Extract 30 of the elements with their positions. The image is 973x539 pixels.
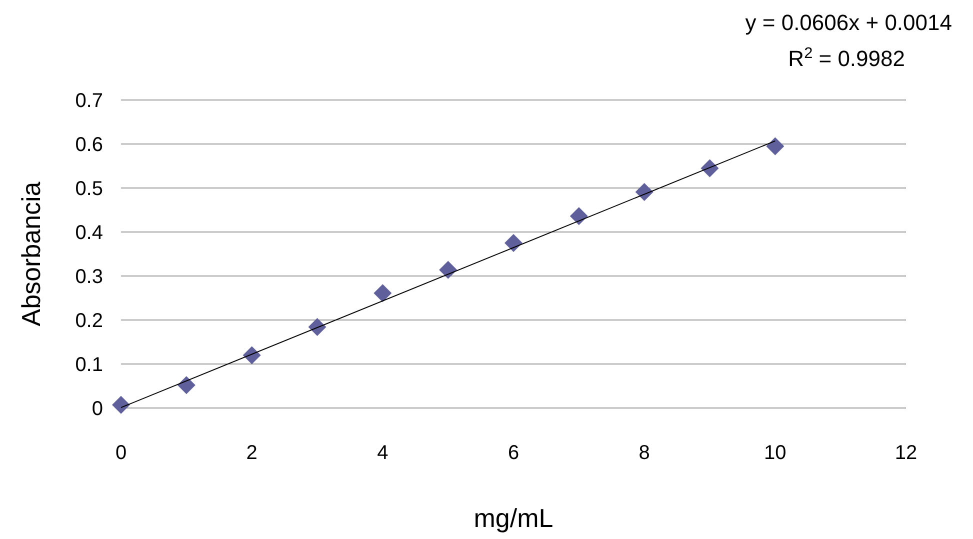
point — [570, 207, 588, 226]
y-tick-label: 0 — [92, 398, 103, 420]
point — [700, 159, 719, 178]
x-tick-label: 10 — [764, 442, 786, 464]
point — [112, 396, 130, 414]
point — [635, 182, 654, 201]
x-axis-title: mg/mL — [474, 503, 554, 533]
text: y = 0.0606x + 0.0014 — [745, 10, 952, 35]
point — [242, 346, 261, 364]
x-tick-label: 4 — [377, 442, 388, 464]
x-tick-label: 0 — [115, 442, 127, 464]
x-tick-label: 2 — [246, 442, 258, 464]
y-tick-label: 0.7 — [75, 90, 103, 112]
text: R$^{2}$ = 0.9982 — [788, 44, 905, 71]
point — [504, 234, 522, 252]
y-tick-label: 0.5 — [75, 178, 103, 200]
point — [308, 318, 326, 336]
x-tick-label: 12 — [894, 442, 918, 464]
point — [439, 260, 458, 279]
y-axis-title: Absorbancia — [16, 181, 46, 326]
y-tick-label: 0.1 — [75, 354, 103, 376]
y-tick-label: 0.3 — [75, 266, 103, 288]
x-tick-label: 6 — [508, 442, 520, 464]
point — [177, 376, 196, 394]
point — [766, 137, 784, 156]
y-tick-label: 0.4 — [75, 222, 103, 244]
point — [374, 284, 392, 302]
y-tick-label: 0.2 — [75, 310, 103, 332]
x-tick-label: 8 — [638, 442, 650, 464]
y-tick-label: 0.6 — [75, 134, 103, 156]
